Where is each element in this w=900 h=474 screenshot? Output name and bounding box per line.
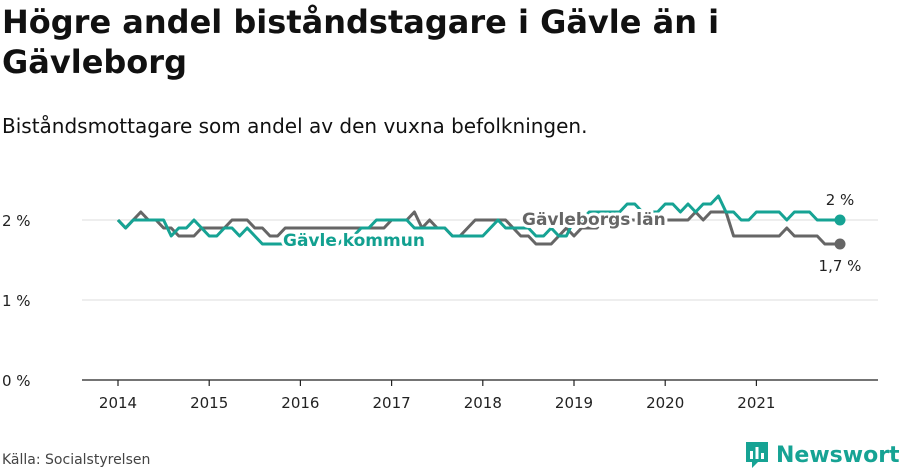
y-tick-label: 1 % [2,292,31,310]
x-tick-label: 2019 [555,394,593,412]
source-text: Källa: Socialstyrelsen [2,452,151,468]
x-tick-label: 2014 [99,394,137,412]
y-tick-label: 2 % [2,212,31,230]
end-value-label: 2 % [826,191,855,209]
series-line [116,194,840,246]
x-tick-label: 2017 [373,394,411,412]
brand: Newsworthy [744,440,900,470]
series-end-point [834,238,846,250]
x-tick-label: 2016 [281,394,319,412]
y-tick-label: 0 % [2,372,31,390]
series-label: Gävle kommun [283,231,425,251]
brand-name: Newsworthy [776,442,900,468]
series-line [116,210,840,246]
x-tick-label: 2021 [737,394,775,412]
series-end-point [834,214,846,226]
chart-title: Högre andel biståndstagare i Gävle än i … [2,3,720,81]
x-tick-label: 2018 [464,394,502,412]
x-tick-label: 2020 [646,394,684,412]
x-tick-label: 2015 [190,394,228,412]
end-value-label: 1,7 % [819,257,862,275]
series-label: Gävleborgs län [522,210,666,230]
chart-subtitle: Biståndsmottagare som andel av den vuxna… [2,114,588,138]
newsworthy-logo-icon [746,442,768,468]
